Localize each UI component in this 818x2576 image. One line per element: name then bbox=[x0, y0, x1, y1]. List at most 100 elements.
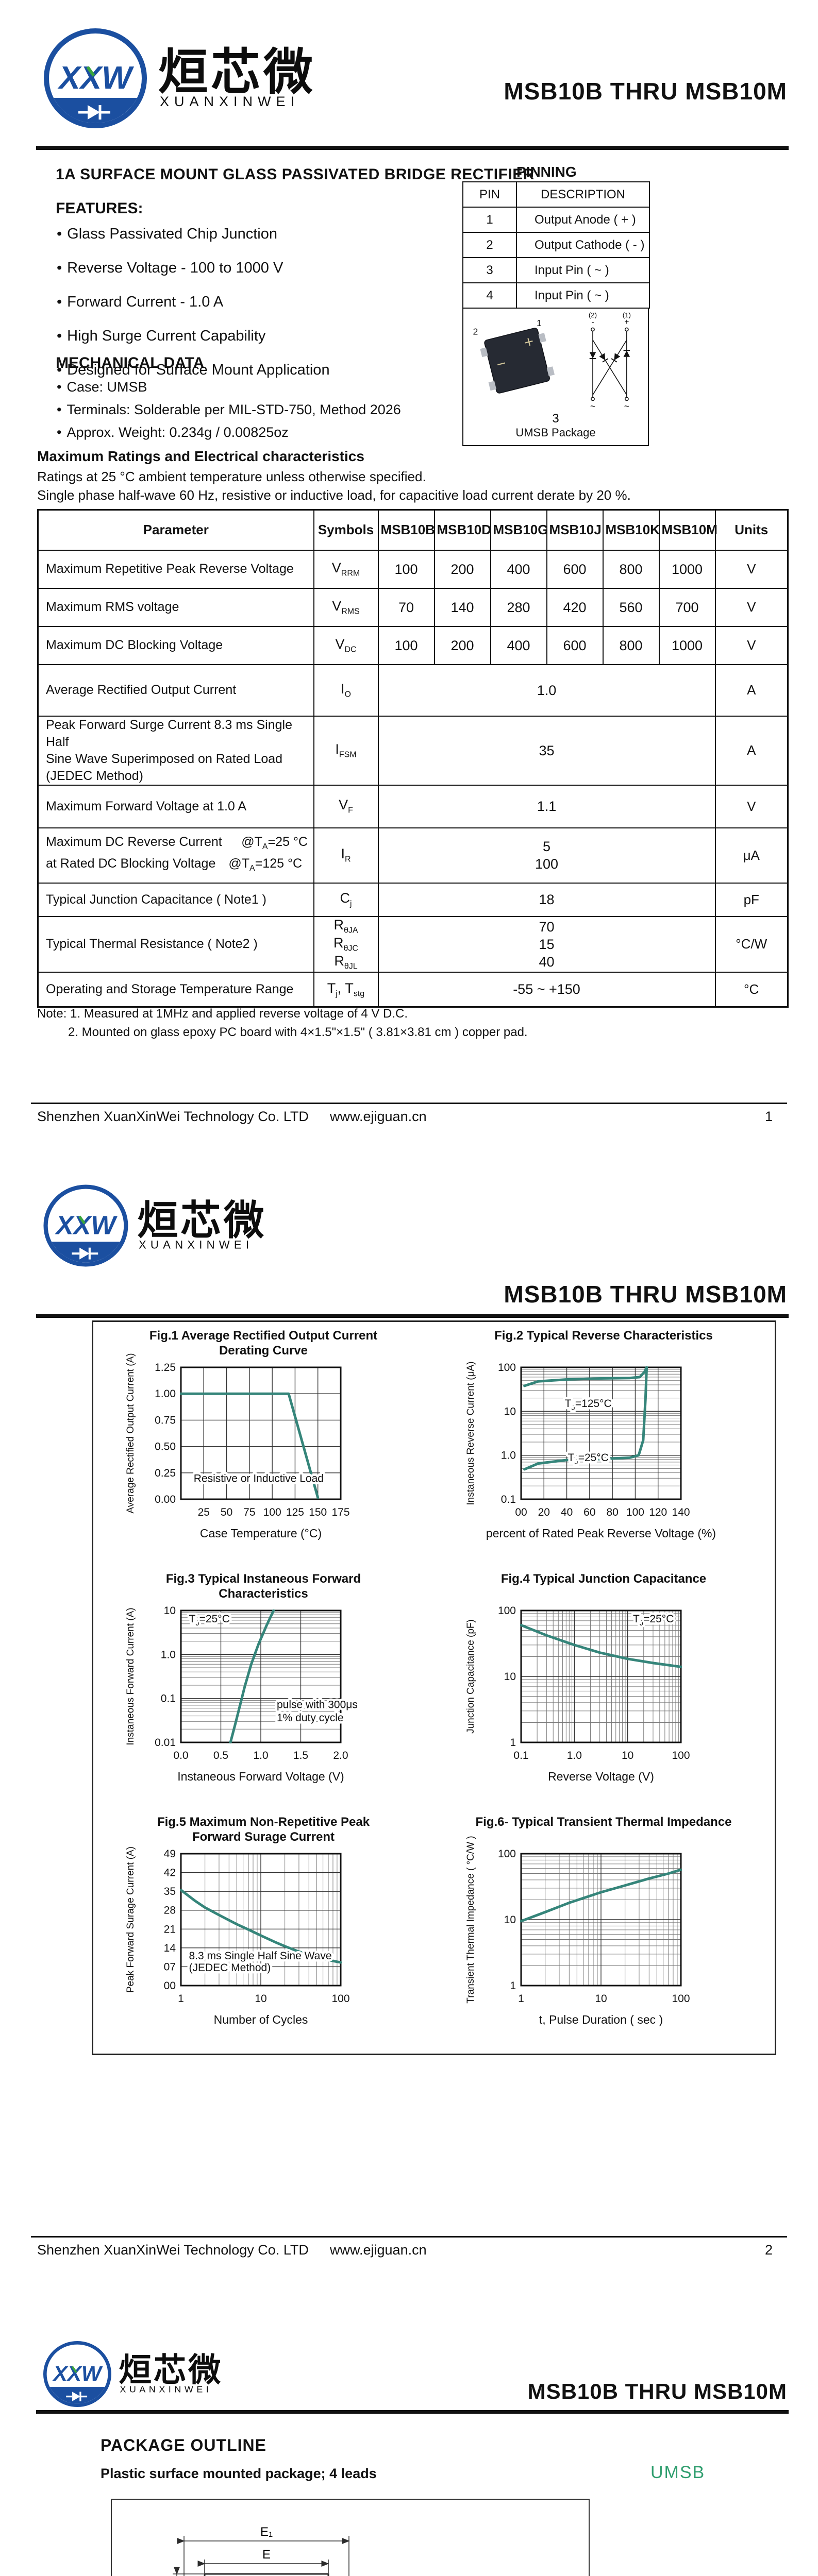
company-logo: XXW 烜芯微 XUANXINWEI bbox=[42, 2340, 301, 2415]
svg-text:150: 150 bbox=[309, 1506, 327, 1518]
pinning-section: PIN DESCRIPTION 1 Output Anode ( + ) 2 Output… bbox=[462, 181, 650, 446]
company-logo: XXW 烜芯微 XUANXINWEI bbox=[42, 1183, 363, 1276]
svg-text:175: 175 bbox=[331, 1506, 349, 1518]
doc-title: MSB10B THRU MSB10M bbox=[504, 1281, 787, 1308]
logo-english-name: XUANXINWEI bbox=[138, 1238, 254, 1251]
fig5-title: Fig.5 Maximum Non-Repetitive Peak Forward… bbox=[157, 1815, 370, 1844]
fig6-figure: Fig.6- Typical Transient Thermal Impedan… bbox=[433, 1808, 774, 2052]
fig6-curve bbox=[520, 1868, 682, 1923]
logo-xxw-text: XXW bbox=[52, 2362, 103, 2385]
fig1-figure: Fig.1 Average Rectified Output Current De… bbox=[93, 1322, 433, 1566]
pinning-title: PINNING bbox=[516, 164, 577, 180]
header-rule bbox=[36, 2410, 789, 2414]
ratings-note-2: 2. Mounted on glass epoxy PC board with … bbox=[68, 1025, 528, 1039]
ratings-header: Units bbox=[714, 509, 789, 551]
features-title: FEATURES: bbox=[56, 200, 143, 217]
svg-text:1: 1 bbox=[510, 1737, 516, 1749]
fig5-curve bbox=[180, 1889, 342, 1964]
fig3-annotation: TJ=25°C bbox=[189, 1613, 230, 1628]
svg-text:49: 49 bbox=[164, 1848, 176, 1860]
ratings-row: Typical Thermal Resistance ( Note2 ) RθJA… bbox=[37, 916, 789, 973]
footer-rule bbox=[31, 1103, 787, 1104]
fig6-title: Fig.6- Typical Transient Thermal Impedan… bbox=[475, 1815, 732, 1829]
svg-text:10: 10 bbox=[504, 1405, 516, 1417]
ratings-row: Maximum RMS voltage VRMS 70 140 280 420 560 700… bbox=[37, 587, 789, 627]
fig2-annotation: TJ=125°C bbox=[565, 1398, 612, 1412]
fig6-x-axis-label: t, Pulse Duration ( sec ) bbox=[539, 2013, 663, 2026]
doc-title: MSB10B THRU MSB10M bbox=[504, 78, 787, 105]
svg-text:1: 1 bbox=[178, 1993, 184, 2005]
fig2-figure: Fig.2 Typical Reverse Characteristics 00 2… bbox=[433, 1322, 774, 1566]
header-rule bbox=[36, 1314, 789, 1318]
page-3: XXW 烜芯微 XUANXINWEI MSB10B THRU MSB10M PA… bbox=[0, 2313, 818, 2576]
logo-english-name: XUANXINWEI bbox=[120, 2384, 212, 2395]
svg-text:50: 50 bbox=[221, 1506, 232, 1518]
ratings-row: Maximum DC Reverse Current @TA=25 °C at R… bbox=[37, 827, 789, 884]
svg-text:25: 25 bbox=[198, 1506, 210, 1518]
package-photo: + − 1 2 bbox=[473, 318, 555, 394]
svg-text:1.0: 1.0 bbox=[253, 1750, 268, 1761]
fig1-title: Fig.1 Average Rectified Output Current De… bbox=[149, 1329, 378, 1358]
svg-text:80: 80 bbox=[606, 1506, 618, 1518]
svg-text:0.75: 0.75 bbox=[155, 1414, 176, 1426]
fig1-y-axis-label: Average Rectified Output Current (A) bbox=[125, 1353, 136, 1513]
pinning-row: 4 Input Pin ( ~ ) bbox=[462, 282, 650, 309]
fig2-x-axis-label: percent of Rated Peak Reverse Voltage (%… bbox=[486, 1527, 716, 1540]
svg-text:100: 100 bbox=[498, 1848, 516, 1860]
ratings-subtitle-1: Ratings at 25 °C ambient temperature unl… bbox=[37, 469, 426, 484]
doc-title: MSB10B THRU MSB10M bbox=[527, 2379, 787, 2403]
fig6-y-axis-label: Transient Thermal Impedance ( °C/W ) bbox=[465, 1836, 476, 2003]
footer-company: Shenzhen XuanXinWei Technology Co. LTD bbox=[37, 1109, 309, 1124]
svg-text:1.25: 1.25 bbox=[155, 1362, 176, 1374]
footer-company: Shenzhen XuanXinWei Technology Co. LTD bbox=[37, 2242, 309, 2258]
fig3-title: Fig.3 Typical Instaneous Forward Characte… bbox=[165, 1572, 361, 1601]
svg-text:00: 00 bbox=[515, 1506, 527, 1518]
ratings-subtitle-2: Single phase half-wave 60 Hz, resistive … bbox=[37, 487, 631, 503]
ratings-header: MSB10J bbox=[546, 509, 604, 551]
footer-website: www.ejiguan.cn bbox=[330, 2242, 427, 2258]
fig3-figure: Fig.3 Typical Instaneous Forward Characte… bbox=[93, 1565, 433, 1809]
ratings-header: MSB10B bbox=[377, 509, 435, 551]
company-logo: XXW 烜芯微 XUANXINWEI bbox=[42, 27, 434, 140]
package-outline-box: E E₁ D b e (4×) ALL ROUND bbox=[111, 2499, 590, 2576]
terminal-1-sign: + bbox=[624, 318, 629, 327]
svg-text:1: 1 bbox=[518, 1993, 524, 2005]
ratings-row: Operating and Storage Temperature Range T… bbox=[37, 971, 789, 1008]
ac-terminal-label: ~ bbox=[624, 401, 629, 412]
svg-text:0.1: 0.1 bbox=[501, 1494, 516, 1505]
ratings-row: Peak Forward Surge Current 8.3 ms Single… bbox=[37, 715, 789, 786]
svg-text:14: 14 bbox=[164, 1942, 176, 1954]
ratings-header: MSB10G bbox=[490, 509, 548, 551]
logo-xxw-text: XXW bbox=[55, 1210, 118, 1240]
list-item: • Approx. Weight: 0.234g / 0.00825oz bbox=[57, 425, 289, 440]
fig5-figure: Fig.5 Maximum Non-Repetitive Peak Forward… bbox=[93, 1808, 433, 2052]
svg-text:28: 28 bbox=[164, 1905, 176, 1917]
fig3-annotation: pulse with 300μs bbox=[277, 1699, 358, 1710]
list-item: • High Surge Current Capability bbox=[57, 328, 266, 344]
fig3-chart: 0.0 0.5 1.0 1.5 2.0 0.01 0.1 1.0 10 Instaneous Fo… bbox=[125, 1605, 360, 1783]
svg-text:35: 35 bbox=[164, 1886, 176, 1897]
pinning-row: 1 Output Anode ( + ) bbox=[462, 207, 650, 233]
footer-rule bbox=[31, 2236, 787, 2238]
svg-text:20: 20 bbox=[538, 1506, 550, 1518]
svg-text:00: 00 bbox=[164, 1980, 176, 1992]
svg-text:120: 120 bbox=[649, 1506, 667, 1518]
ac-terminal-label: ~ bbox=[590, 401, 595, 412]
svg-text:0.50: 0.50 bbox=[155, 1441, 176, 1453]
terminal-2-label: (2) bbox=[589, 312, 597, 319]
svg-text:100: 100 bbox=[672, 1993, 690, 2005]
list-item: • Terminals: Solderable per MIL-STD-750, … bbox=[57, 402, 401, 417]
svg-text:75: 75 bbox=[243, 1506, 255, 1518]
ratings-row: Average Rectified Output Current IO 1.0 A bbox=[37, 664, 789, 717]
package-outline-drawing: E E₁ D b e (4×) ALL ROUND bbox=[173, 2525, 350, 2576]
svg-text:10: 10 bbox=[504, 1671, 516, 1683]
terminal-2-sign: - bbox=[591, 318, 594, 327]
pinning-table: PIN DESCRIPTION 1 Output Anode ( + ) 2 Output… bbox=[462, 181, 650, 309]
page-footer: Shenzhen XuanXinWei Technology Co. LTD w… bbox=[31, 2236, 787, 2258]
logo-english-name: XUANXINWEI bbox=[160, 94, 300, 109]
ratings-table: Parameter Symbols MSB10B MSB10D MSB10G MSB10J… bbox=[37, 509, 789, 1008]
package-outline-subtitle: Plastic surface mounted package; 4 leads bbox=[101, 2466, 377, 2481]
characteristic-curves-panel: Fig.1 Average Rectified Output Current De… bbox=[92, 1320, 776, 2055]
svg-text:100: 100 bbox=[672, 1750, 690, 1761]
terminal-1-label: (1) bbox=[623, 312, 631, 319]
